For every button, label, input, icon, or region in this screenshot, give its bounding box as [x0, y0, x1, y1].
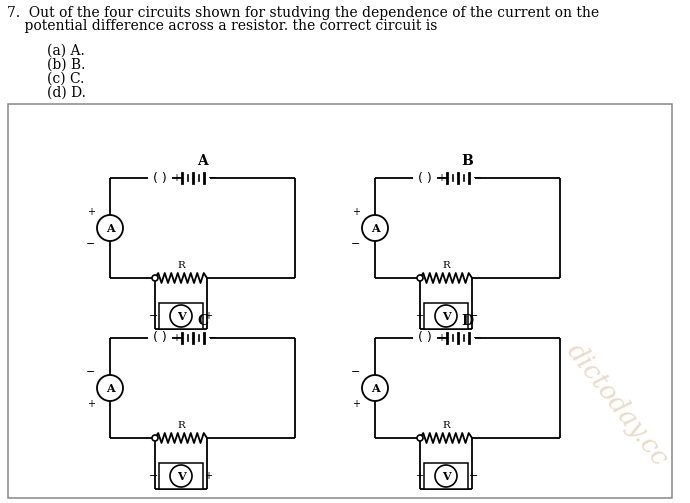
Text: R: R — [177, 421, 185, 430]
Text: ( ): ( ) — [418, 331, 432, 345]
Text: A: A — [197, 154, 208, 168]
Circle shape — [362, 375, 388, 401]
Text: −: − — [208, 173, 217, 183]
Text: V: V — [177, 470, 186, 481]
Text: −: − — [473, 333, 482, 343]
Circle shape — [170, 465, 192, 487]
Text: V: V — [442, 470, 451, 481]
Text: (a) A.: (a) A. — [47, 44, 85, 58]
Text: +: + — [352, 207, 360, 217]
Bar — [8, 104, 672, 498]
Bar — [159, 303, 203, 329]
Text: +: + — [437, 173, 445, 183]
Text: A: A — [106, 382, 115, 393]
Text: R: R — [442, 421, 450, 430]
Text: +: + — [415, 471, 423, 481]
Circle shape — [417, 275, 423, 281]
Text: R: R — [177, 261, 185, 270]
Text: (d) D.: (d) D. — [47, 86, 86, 100]
Text: ( ): ( ) — [153, 331, 167, 345]
Text: −: − — [351, 367, 360, 377]
Text: −: − — [148, 311, 158, 321]
Bar — [159, 463, 203, 489]
Text: +: + — [172, 333, 180, 343]
Text: A: A — [371, 382, 380, 393]
Text: +: + — [87, 399, 95, 409]
Circle shape — [435, 305, 457, 327]
Text: −: − — [208, 333, 217, 343]
Circle shape — [417, 435, 423, 441]
Text: D: D — [462, 314, 473, 328]
Text: +: + — [415, 311, 423, 321]
Text: potential difference across a resistor. the correct circuit is: potential difference across a resistor. … — [7, 19, 437, 33]
Text: −: − — [86, 239, 95, 249]
Text: (c) C.: (c) C. — [47, 72, 84, 86]
Bar — [424, 303, 468, 329]
Text: +: + — [437, 333, 445, 343]
Text: ( ): ( ) — [153, 172, 167, 185]
Circle shape — [362, 215, 388, 241]
Text: −: − — [86, 367, 95, 377]
Text: +: + — [204, 471, 212, 481]
Text: (b) B.: (b) B. — [47, 58, 86, 72]
Text: C: C — [197, 314, 208, 328]
Text: +: + — [204, 311, 212, 321]
Text: −: − — [469, 471, 478, 481]
Circle shape — [152, 275, 158, 281]
Text: ( ): ( ) — [418, 172, 432, 185]
Text: V: V — [177, 310, 186, 321]
Text: A: A — [371, 222, 380, 233]
Text: −: − — [148, 471, 158, 481]
Text: +: + — [172, 173, 180, 183]
Text: V: V — [442, 310, 451, 321]
Text: R: R — [442, 261, 450, 270]
Text: +: + — [352, 399, 360, 409]
Circle shape — [152, 435, 158, 441]
Text: A: A — [106, 222, 115, 233]
Circle shape — [97, 215, 123, 241]
Text: −: − — [351, 239, 360, 249]
Text: dictoday.cc: dictoday.cc — [562, 339, 673, 471]
Circle shape — [97, 375, 123, 401]
Circle shape — [435, 465, 457, 487]
Bar — [424, 463, 468, 489]
Text: +: + — [87, 207, 95, 217]
Text: −: − — [473, 173, 482, 183]
Text: −: − — [469, 311, 478, 321]
Circle shape — [170, 305, 192, 327]
Text: 7.  Out of the four circuits shown for studving the dependence of the current on: 7. Out of the four circuits shown for st… — [7, 6, 599, 20]
Text: B: B — [462, 154, 473, 168]
